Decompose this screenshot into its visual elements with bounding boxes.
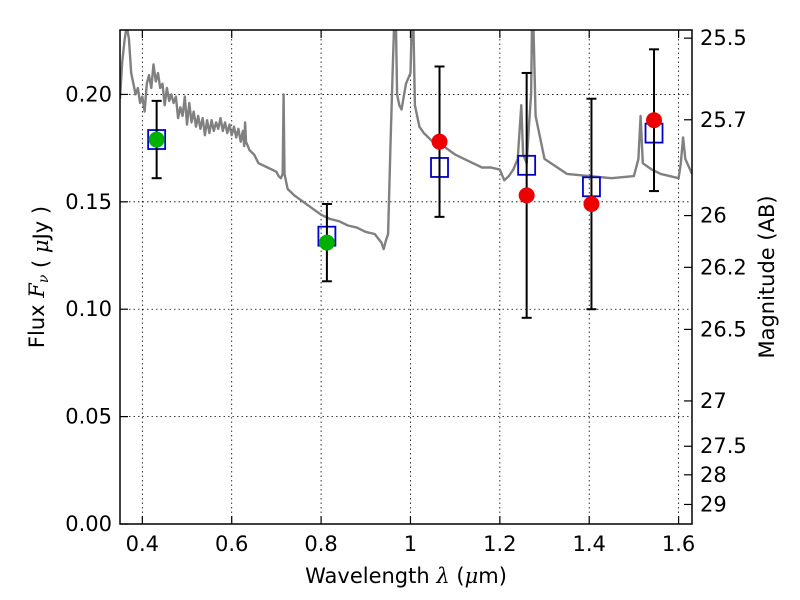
right-tick-label: 29	[700, 492, 727, 516]
right-tick-label: 26.5	[700, 317, 747, 341]
x-tick-label: 0.4	[126, 532, 159, 556]
observed-flux-point	[518, 187, 535, 204]
right-tick-label: 26.2	[700, 255, 747, 279]
observed-flux-point	[148, 131, 165, 148]
right-tick-label: 27	[700, 389, 727, 413]
template-spectrum-line	[120, 30, 692, 251]
x-tick-label: 0.8	[304, 532, 337, 556]
y-tick-label: 0.10	[65, 297, 112, 321]
y-axis-label: Flux Fν ( μJy )	[25, 206, 53, 348]
right-tick-label: 26	[700, 204, 727, 228]
y-tick-label: 0.00	[65, 512, 112, 536]
x-tick-label: 1.6	[662, 532, 695, 556]
right-tick-label: 27.5	[700, 434, 747, 458]
axis-ticks: 0.4 0.6 0.8 1 1.2 1.4 1.6 0.00 0.05 0.10 0.15 0.20 2…	[65, 26, 747, 556]
y-tick-label: 0.15	[65, 190, 112, 214]
right-axis-label: Magnitude (AB)	[755, 195, 779, 358]
x-tick-label: 1	[404, 532, 417, 556]
photometry-markers	[147, 48, 664, 319]
x-tick-label: 0.6	[215, 532, 248, 556]
plot-frame	[119, 29, 693, 525]
grid-lines	[120, 30, 692, 525]
x-tick-label: 1.4	[573, 532, 606, 556]
right-tick-label: 25.7	[700, 108, 747, 132]
observed-flux-point	[431, 133, 448, 150]
observed-flux-point	[646, 112, 663, 129]
right-tick-label: 25.5	[700, 26, 747, 50]
template-spectrum-layer	[120, 30, 692, 251]
observed-flux-point	[583, 195, 600, 212]
y-tick-label: 0.20	[65, 82, 112, 106]
right-tick-label: 28	[700, 463, 727, 487]
x-tick-label: 1.2	[483, 532, 516, 556]
x-axis-label: Wavelength λ (μm)	[305, 564, 507, 588]
observed-flux-point	[318, 234, 335, 251]
y-tick-label: 0.05	[65, 405, 112, 429]
